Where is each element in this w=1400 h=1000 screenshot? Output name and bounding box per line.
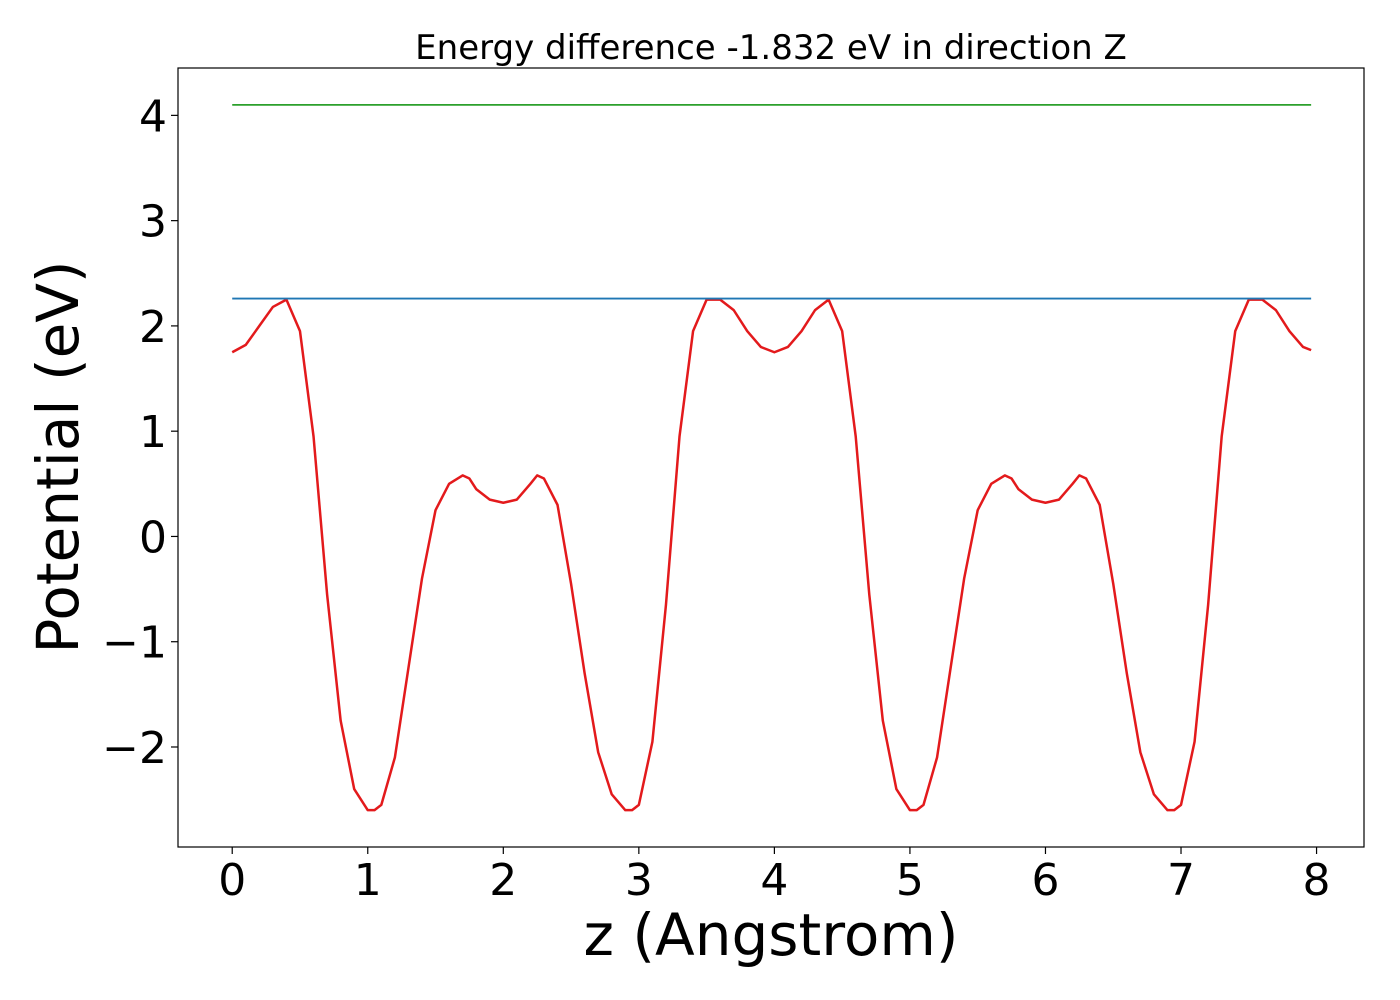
x-axis-label: z (Angstrom) <box>584 901 959 969</box>
y-tick-label: 3 <box>139 197 167 248</box>
x-tick-label: 3 <box>625 855 653 906</box>
y-tick-label: −2 <box>102 723 167 774</box>
x-tick-label: 5 <box>896 855 924 906</box>
x-tick-label: 8 <box>1303 855 1331 906</box>
x-tick-label: 1 <box>354 855 382 906</box>
x-tick-label: 4 <box>760 855 788 906</box>
y-axis: −2 −1 0 1 2 3 4 <box>102 91 178 774</box>
y-tick-label: 4 <box>139 91 167 142</box>
series-layer <box>231 103 1312 812</box>
y-tick-label: 0 <box>139 512 167 563</box>
y-axis-label: Potential (eV) <box>24 260 92 653</box>
plot-area <box>177 67 1365 848</box>
x-tick-label: 0 <box>218 855 246 906</box>
x-tick-label: 7 <box>1167 855 1195 906</box>
series-line-0 <box>231 298 1312 812</box>
chart-title: Energy difference -1.832 eV in direction… <box>415 28 1127 68</box>
x-axis: 0 1 2 3 4 5 6 7 8 <box>218 847 1331 906</box>
y-tick-label: −1 <box>102 618 167 669</box>
y-tick-label: 1 <box>139 407 167 458</box>
x-tick-label: 6 <box>1031 855 1059 906</box>
y-tick-label: 2 <box>139 302 167 353</box>
x-tick-label: 2 <box>489 855 517 906</box>
